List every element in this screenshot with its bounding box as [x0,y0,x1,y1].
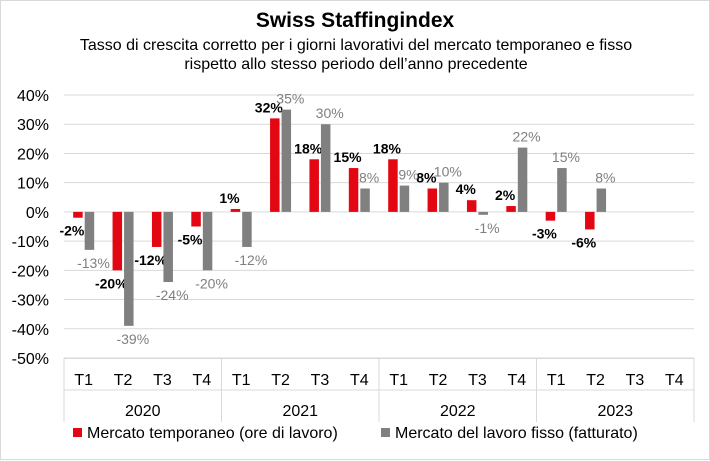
data-label: 2% [495,187,516,203]
legend-label: Mercato temporaneo (ore di lavoro) [87,425,338,442]
y-tick-label: -30% [12,293,49,310]
x-tick-label: T3 [468,372,487,389]
data-label: 35% [276,91,304,107]
y-tick-label: -20% [12,263,49,280]
data-label: 1% [219,190,240,206]
data-label: 22% [513,129,541,145]
bar-permanent [202,211,213,271]
bar-temporary [348,168,359,212]
bar-permanent [242,211,252,247]
bar-permanent [281,109,292,212]
bar-temporary [585,211,595,230]
data-label: -5% [178,232,203,248]
y-tick-label: -50% [12,351,49,368]
bar-permanent [320,124,331,212]
bar-temporary [230,208,241,212]
bar-permanent [163,211,173,283]
bar-temporary [466,200,477,212]
data-label: 8% [416,170,437,186]
x-group-label: 2023 [597,403,633,420]
data-label: 18% [294,140,323,156]
x-tick-label: T2 [586,372,605,389]
data-label: -20% [195,275,228,291]
bar-permanent [399,185,410,212]
data-label: -12% [235,252,268,268]
bar-temporary [191,211,201,227]
bar-temporary [427,188,438,212]
x-group-label: 2021 [282,403,318,420]
x-tick-label: T1 [74,372,93,389]
bar-temporary [506,206,516,212]
bar-permanent [478,211,488,215]
bar-permanent [84,211,95,250]
y-tick-label: 30% [17,117,49,134]
x-tick-label: T2 [429,372,448,389]
data-label: 30% [316,105,344,121]
data-label: 8% [595,170,615,186]
bar-permanent [557,168,567,212]
data-label: 8% [359,170,379,186]
data-label: 15% [334,149,363,165]
data-label: -12% [134,252,167,268]
x-tick-label: T3 [626,372,645,389]
x-group-label: 2022 [440,403,476,420]
y-tick-label: -10% [12,234,49,251]
bar-temporary [112,211,123,271]
bar-temporary [545,211,556,221]
y-tick-label: 20% [17,146,49,163]
x-tick-label: T2 [271,372,290,389]
bar-permanent [517,147,528,212]
y-tick-label: 10% [17,176,49,193]
data-label: -24% [156,287,189,303]
legend-swatch [381,428,390,437]
chart-title: Swiss Staffingindex [255,9,455,32]
data-label: -6% [571,234,596,250]
bar-temporary [309,159,319,212]
y-tick-label: 40% [17,88,49,105]
data-label: 9% [398,167,418,183]
y-tick-label: -40% [12,322,49,339]
x-tick-label: T4 [350,372,369,389]
data-label: -1% [475,220,500,236]
data-label: -20% [95,275,128,291]
x-tick-label: T4 [665,372,684,389]
legend-swatch [73,428,82,437]
x-tick-label: T1 [389,372,408,389]
data-label: 15% [552,149,580,165]
x-tick-label: T4 [192,372,211,389]
data-label: 32% [255,99,284,115]
bar-permanent [360,188,370,212]
x-tick-label: T3 [311,372,330,389]
data-label: 10% [434,164,462,180]
data-label: -2% [59,223,84,239]
data-label: -39% [116,331,149,347]
y-tick-label: 0% [26,205,49,222]
data-label: -3% [532,226,557,242]
bar-temporary [270,118,280,212]
bar-permanent [124,211,134,326]
chart-subtitle: Tasso di crescita corretto per i giorni … [79,37,633,73]
x-tick-label: T4 [507,372,526,389]
bar-temporary [151,211,162,247]
bar-temporary [388,159,398,212]
x-tick-label: T1 [547,372,566,389]
legend-label: Mercato del lavoro fisso (fatturato) [395,425,638,442]
x-tick-label: T1 [232,372,251,389]
bar-temporary [73,211,83,218]
x-tick-label: T2 [114,372,133,389]
x-tick-label: T3 [153,372,172,389]
x-group-label: 2020 [125,403,161,420]
data-label: 4% [456,181,477,197]
data-label: -13% [77,255,110,271]
bar-permanent [439,182,449,212]
bar-permanent [596,188,607,212]
data-label: 18% [373,140,402,156]
